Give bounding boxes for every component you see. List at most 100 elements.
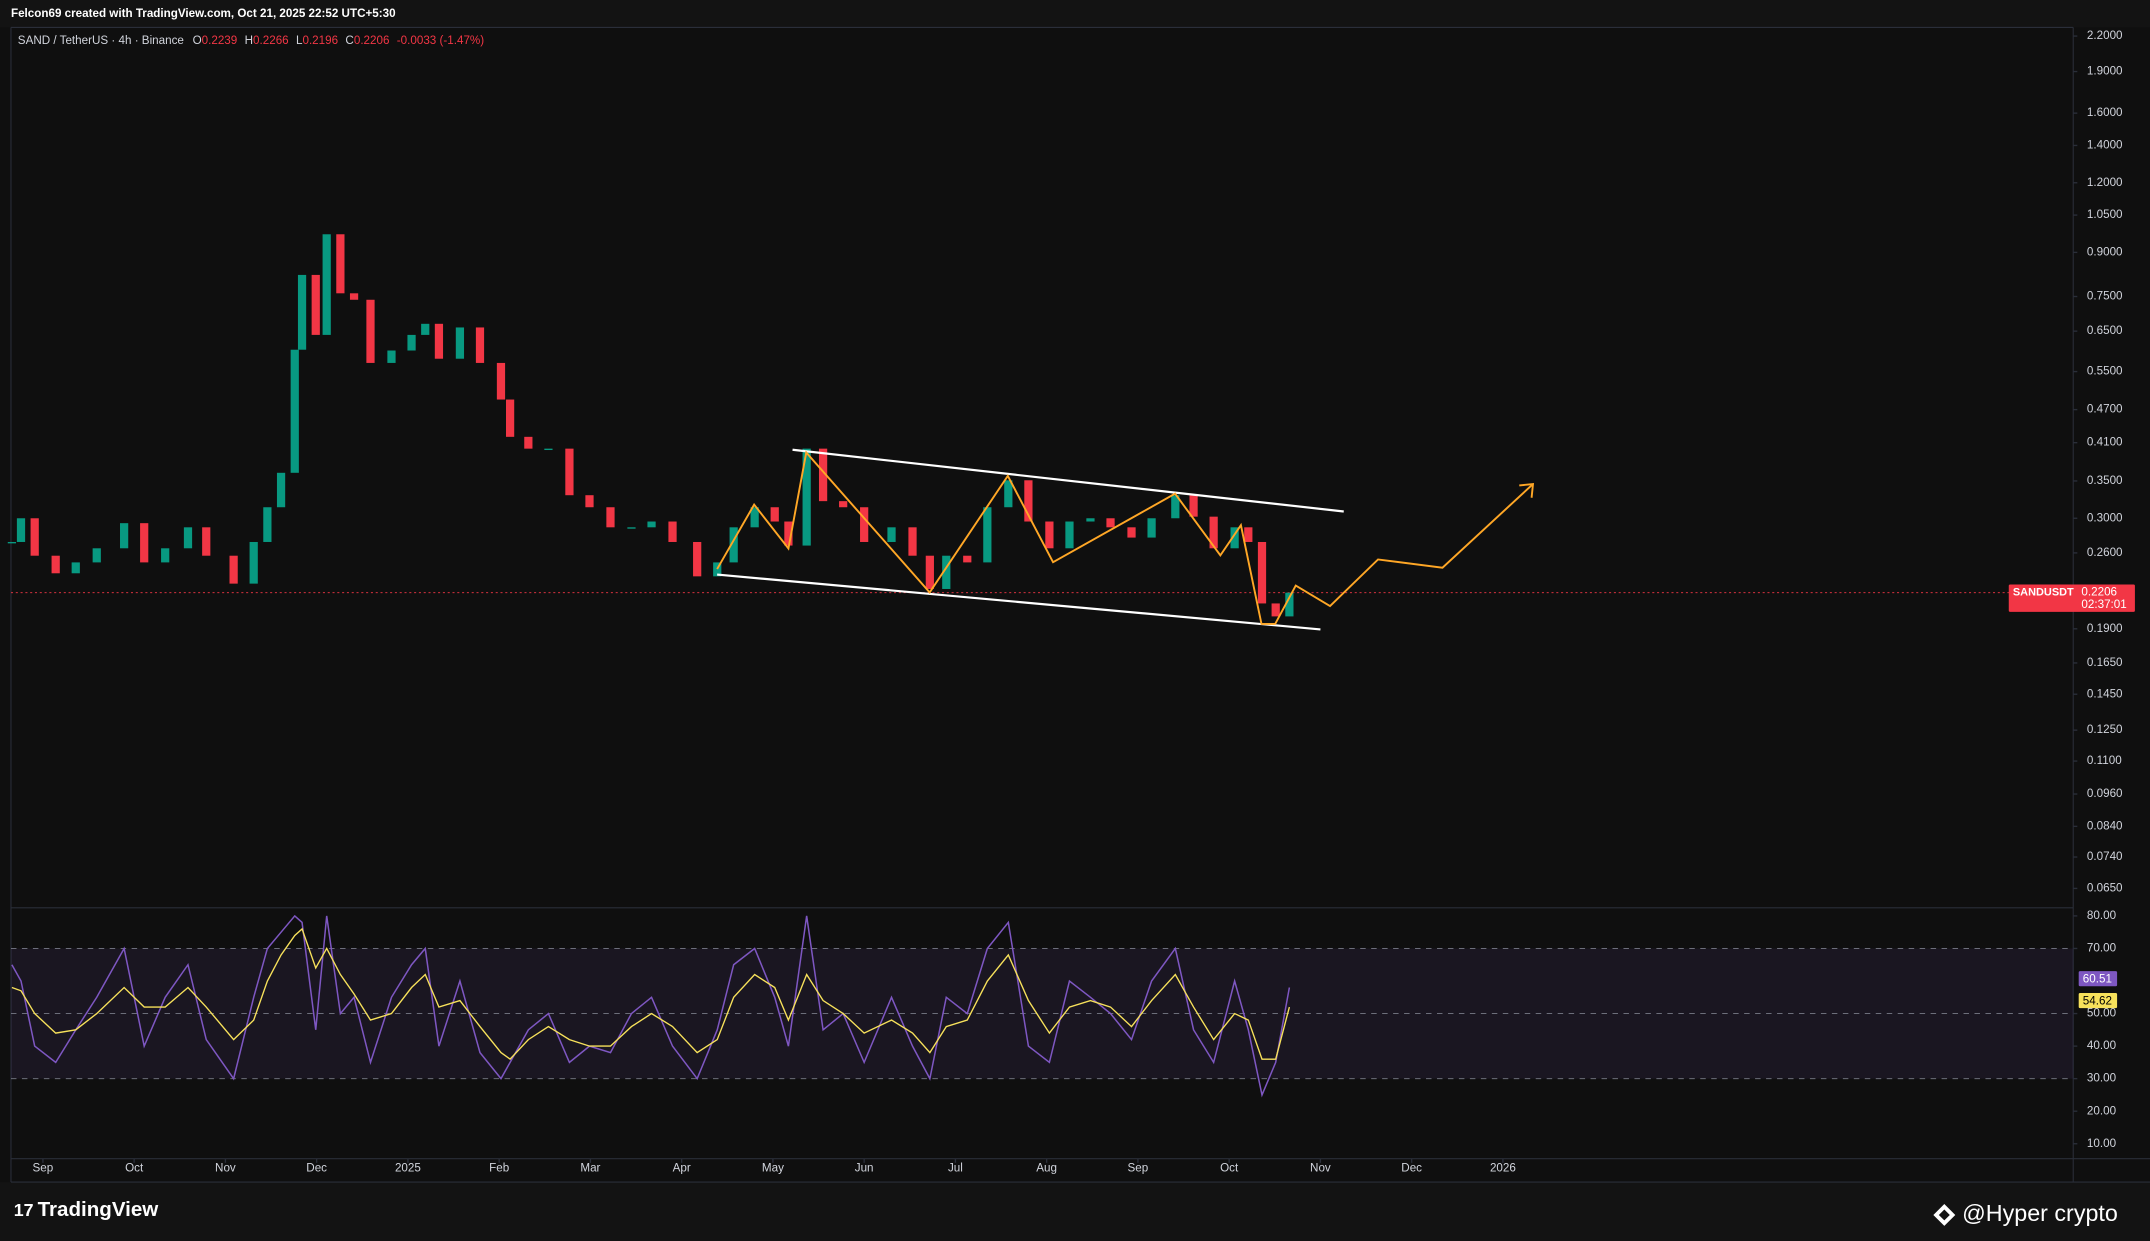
channel-upper <box>792 448 1344 513</box>
candle <box>161 548 170 563</box>
candle <box>1189 495 1198 517</box>
x-tick-label: Nov <box>1310 1161 1331 1174</box>
y-tick-label: 2.2000 <box>2087 29 2123 42</box>
projection-arrowhead <box>1519 482 1535 498</box>
rsi-line <box>11 914 1291 1098</box>
candle <box>71 562 80 574</box>
y-tick-label: 80.00 <box>2087 909 2117 922</box>
y-tick-label: 0.5500 <box>2087 365 2123 378</box>
y-tick-label: 0.4700 <box>2087 403 2123 416</box>
candle <box>963 555 972 563</box>
candle <box>1024 480 1033 522</box>
y-tick-label: 0.4100 <box>2087 436 2123 449</box>
x-tick-label: Nov <box>215 1161 236 1174</box>
candle <box>120 523 129 549</box>
y-tick-label: 0.1900 <box>2087 622 2123 635</box>
candle <box>839 501 848 508</box>
candle <box>202 527 211 556</box>
candle <box>30 518 39 556</box>
ohlc-value: 0.2196 <box>302 34 338 47</box>
candle <box>276 472 286 508</box>
y-tick-label: 0.1450 <box>2087 687 2123 700</box>
y-tick-label: 0.0740 <box>2087 850 2123 863</box>
candle <box>784 521 793 546</box>
last-price-badge <box>2008 584 2135 612</box>
ohlc-key: H <box>245 34 253 47</box>
y-tick-label: 1.9000 <box>2087 65 2123 78</box>
candle <box>647 521 656 528</box>
x-tick-label: Oct <box>1220 1161 1239 1174</box>
candle <box>421 323 430 335</box>
x-tick-label: Jul <box>948 1161 963 1174</box>
candle <box>925 555 934 589</box>
rsi-value-label: 54.62 <box>2083 994 2112 1007</box>
header-bar <box>0 0 2150 28</box>
y-tick-label: 0.0840 <box>2087 819 2123 832</box>
candle <box>336 234 345 294</box>
candle <box>887 527 896 542</box>
y-tick-label: 0.0650 <box>2087 881 2123 894</box>
candle <box>311 274 320 335</box>
candle <box>606 507 615 528</box>
rsi-value-badge <box>2078 971 2118 987</box>
candle <box>349 293 359 300</box>
countdown-label: 02:37:01 <box>2081 598 2126 611</box>
channel-lower <box>717 573 1321 631</box>
y-tick-label: 50.00 <box>2087 1007 2117 1020</box>
candle <box>802 448 811 546</box>
y-tick-label: 0.1250 <box>2087 723 2123 736</box>
rsi-ma-line <box>11 927 1291 1061</box>
x-tick-label: 2025 <box>395 1161 421 1174</box>
candle <box>770 507 779 522</box>
candle <box>1147 518 1156 538</box>
candle <box>1045 521 1054 549</box>
candle <box>455 327 465 359</box>
candle <box>942 555 951 589</box>
x-tick-label: Mar <box>580 1161 600 1174</box>
x-tick-label: May <box>762 1161 784 1174</box>
legend: SAND / TetherUS · 4h · Binance O0.2239 H… <box>18 34 484 47</box>
y-tick-label: 10.00 <box>2087 1137 2117 1150</box>
candle <box>183 527 193 549</box>
candle <box>860 507 869 542</box>
y-tick-label: 0.3500 <box>2087 474 2123 487</box>
candle <box>1127 527 1136 538</box>
candle <box>1086 518 1095 522</box>
candle <box>297 274 307 350</box>
y-tick-label: 1.4000 <box>2087 139 2123 152</box>
y-tick-label: 0.1650 <box>2087 656 2123 669</box>
candle <box>544 448 553 451</box>
x-tick-label: Sep <box>1128 1161 1149 1174</box>
candle <box>713 562 722 577</box>
y-tick-label: 0.2600 <box>2087 546 2123 559</box>
x-tick-label: Jun <box>855 1161 874 1174</box>
candle <box>1257 541 1267 604</box>
ohlc-value: 0.2266 <box>253 34 289 47</box>
ohlc-value: 0.2239 <box>202 34 238 47</box>
x-tick-label: Aug <box>1036 1161 1057 1174</box>
candle <box>496 362 506 400</box>
ohlc-key: C <box>345 34 353 47</box>
y-tick-label: 0.6500 <box>2087 324 2123 337</box>
candle <box>322 234 331 335</box>
candle <box>7 541 16 544</box>
candle <box>505 399 515 437</box>
candle <box>565 448 574 496</box>
symbol-label: SANDUSDT <box>2013 587 2074 599</box>
candle <box>668 521 677 542</box>
candle <box>1209 516 1218 549</box>
candle <box>1244 527 1253 542</box>
candle <box>1065 521 1074 549</box>
candle <box>693 541 702 577</box>
candle <box>229 555 238 584</box>
candle <box>818 448 828 502</box>
y-tick-label: 1.2000 <box>2087 176 2123 189</box>
x-tick-label: 2026 <box>1490 1161 1516 1174</box>
marks: 2.2000 1.9000 1.6000 1.4000 1.2000 1.0500 0.90… <box>7 29 2135 1174</box>
candle <box>1171 495 1180 519</box>
y-tick-label: 0.9000 <box>2087 245 2123 258</box>
watermark-icon <box>1933 1203 1956 1226</box>
candle <box>524 436 533 449</box>
candle <box>627 527 636 529</box>
